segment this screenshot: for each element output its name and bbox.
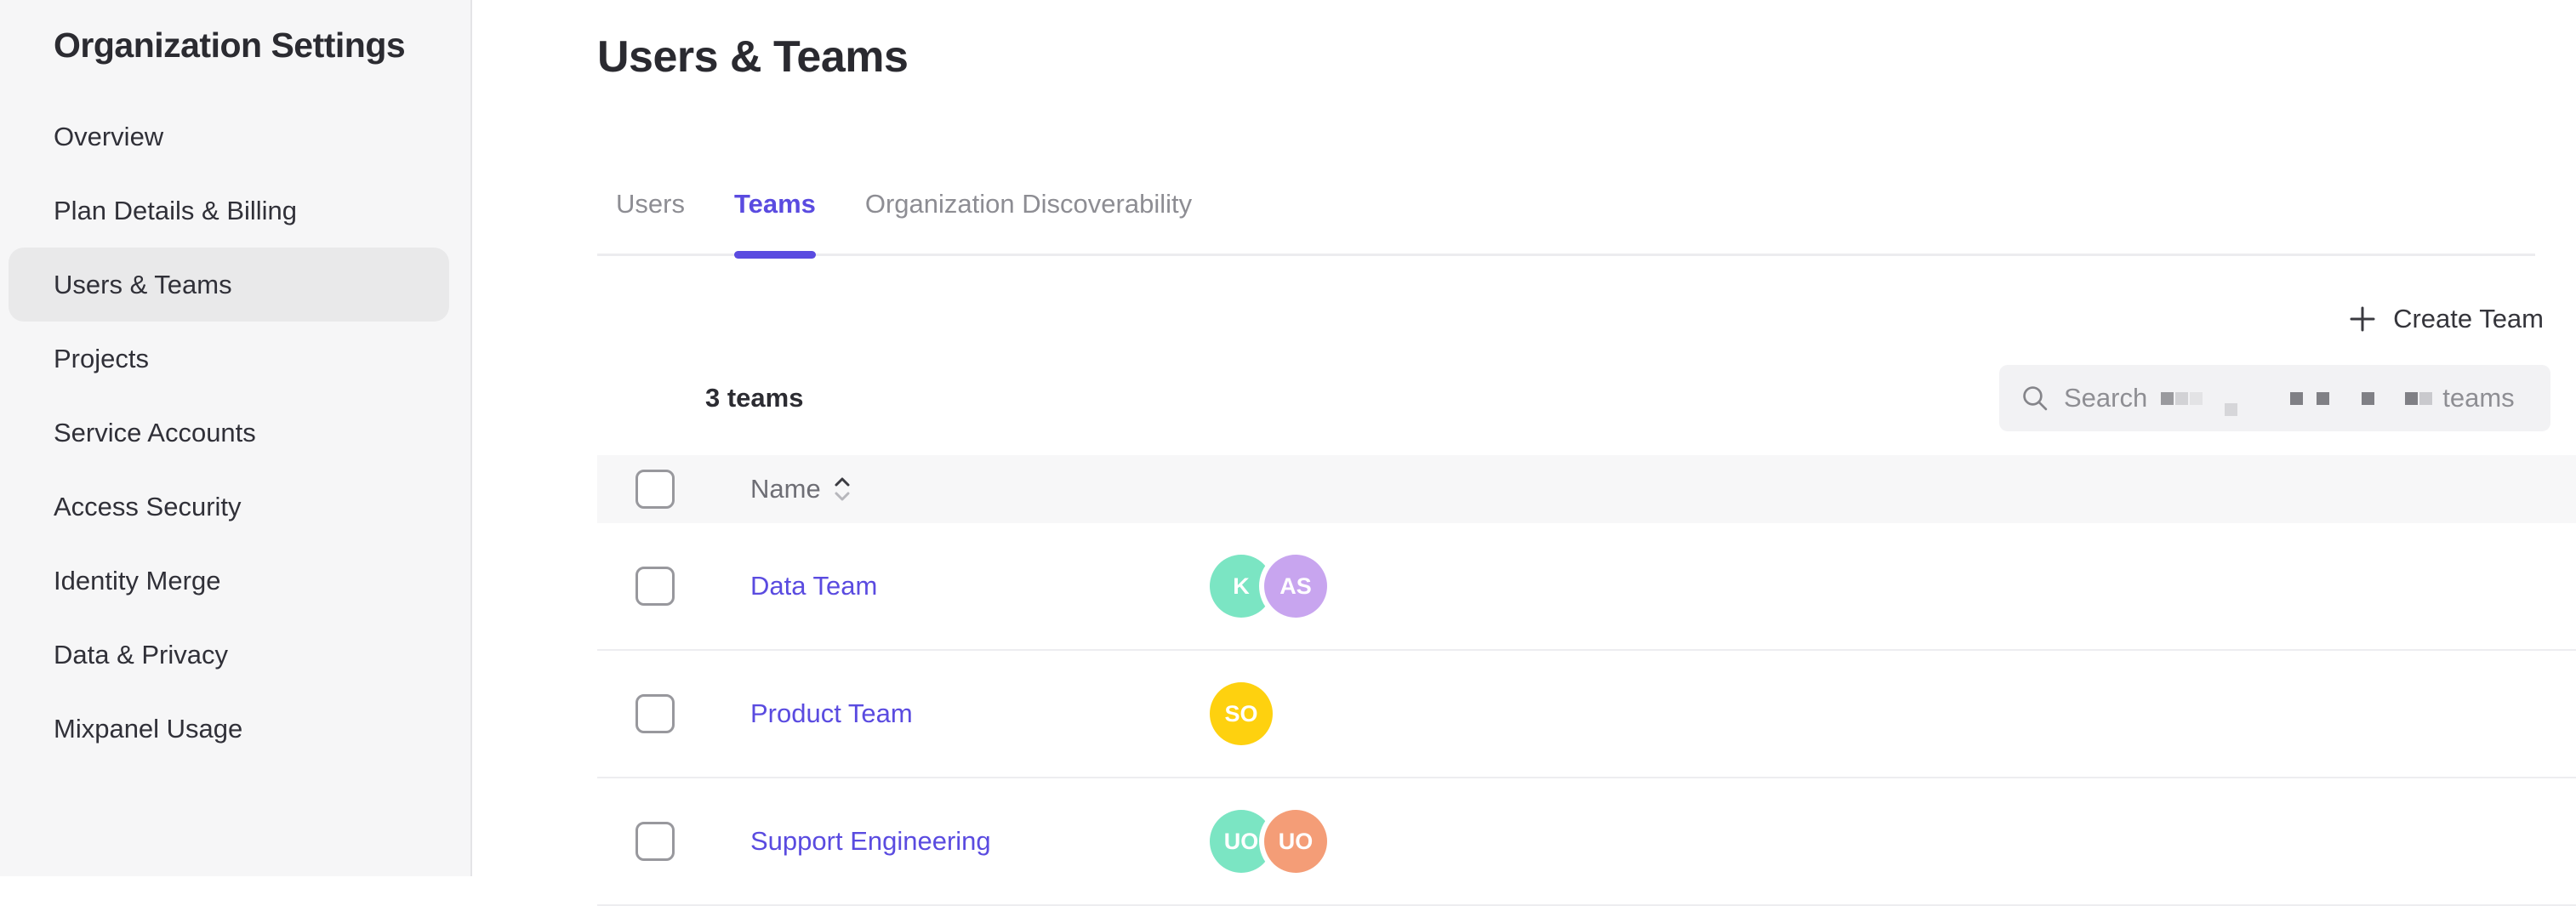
redacted-block xyxy=(2419,391,2433,405)
sidebar-item-label: Data & Privacy xyxy=(54,639,229,670)
sort-icon xyxy=(835,477,850,501)
avatar-group: UO UO xyxy=(1210,810,1327,874)
create-team-button[interactable]: Create Team xyxy=(2345,302,2544,336)
row-checkbox[interactable] xyxy=(635,567,675,607)
sidebar-item-label: Plan Details & Billing xyxy=(54,195,298,225)
sidebar-title: Organization Settings xyxy=(54,26,406,65)
teams-count: 3 teams xyxy=(705,383,804,413)
table-header: Name xyxy=(597,455,2576,524)
sidebar: Organization Settings Overview Plan Detai… xyxy=(0,0,472,876)
sidebar-item-users-teams[interactable]: Users & Teams xyxy=(9,248,449,322)
tab-label: Users xyxy=(616,189,685,219)
team-name-link[interactable]: Support Engineering xyxy=(750,826,991,857)
redacted-block xyxy=(2225,402,2238,416)
sidebar-item-service-accounts[interactable]: Service Accounts xyxy=(9,396,449,470)
avatar: UO xyxy=(1264,810,1327,874)
create-team-row: Create Team xyxy=(474,302,2576,336)
redacted-block xyxy=(2405,391,2419,405)
team-name-link[interactable]: Product Team xyxy=(750,698,913,729)
avatar-group: K AS xyxy=(1210,555,1327,618)
sidebar-item-plan-details-billing[interactable]: Plan Details & Billing xyxy=(9,174,449,248)
sidebar-item-label: Users & Teams xyxy=(54,269,232,299)
sidebar-item-data-privacy[interactable]: Data & Privacy xyxy=(9,618,449,692)
sidebar-item-projects[interactable]: Projects xyxy=(9,322,449,396)
sidebar-item-overview[interactable]: Overview xyxy=(9,100,449,174)
team-name-cell: Product Team xyxy=(750,698,1210,729)
search-icon xyxy=(2023,386,2048,411)
sidebar-item-label: Projects xyxy=(54,343,149,373)
create-team-label: Create Team xyxy=(2393,304,2544,334)
sidebar-item-access-security[interactable]: Access Security xyxy=(9,470,449,544)
sidebar-item-label: Access Security xyxy=(54,491,242,521)
team-name-link[interactable]: Data Team xyxy=(750,571,878,601)
redacted-block xyxy=(2317,391,2330,405)
main-content: Users & Teams Users Teams Organization Dis… xyxy=(474,0,2576,906)
search-placeholder: Search teams xyxy=(2064,383,2515,416)
sidebar-item-label: Overview xyxy=(54,121,164,151)
tab-label: Teams xyxy=(733,189,816,219)
redacted-block xyxy=(2161,391,2174,405)
select-all-checkbox[interactable] xyxy=(635,470,675,510)
sidebar-item-label: Identity Merge xyxy=(54,565,221,595)
avatar: UO xyxy=(1210,810,1273,874)
redacted-block xyxy=(2175,391,2189,405)
table-row: Product Team SO xyxy=(597,651,2576,779)
sidebar-item-identity-merge[interactable]: Identity Merge xyxy=(9,544,449,618)
page-title: Users & Teams xyxy=(597,32,909,82)
tab-users[interactable]: Users xyxy=(616,189,685,254)
plus-icon xyxy=(2350,306,2375,332)
table-row: Data Team K AS xyxy=(597,523,2576,652)
table-row: Support Engineering UO UO xyxy=(597,778,2576,906)
tab-teams[interactable]: Teams xyxy=(733,189,816,259)
row-checkbox[interactable] xyxy=(635,822,675,862)
sidebar-item-label: Mixpanel Usage xyxy=(54,713,243,744)
redacted-block xyxy=(2190,391,2203,405)
list-toolbar: 3 teams Search teams xyxy=(597,365,2550,432)
teams-table: Name Data Team K AS Product Team SO Support E… xyxy=(597,455,2576,906)
name-column-label: Name xyxy=(750,474,821,504)
search-input[interactable]: Search teams xyxy=(1999,365,2550,432)
sidebar-item-mixpanel-usage[interactable]: Mixpanel Usage xyxy=(9,692,449,766)
table-body: Data Team K AS Product Team SO Support Engine… xyxy=(597,523,2576,906)
search-placeholder-text: teams xyxy=(2442,383,2515,413)
name-column-header[interactable]: Name xyxy=(750,474,853,504)
avatar: K xyxy=(1210,555,1273,618)
sidebar-item-label: Service Accounts xyxy=(54,417,256,447)
avatar: AS xyxy=(1264,555,1327,618)
tabs: Users Teams Organization Discoverability xyxy=(597,189,2535,259)
avatar: SO xyxy=(1210,682,1273,746)
row-checkbox[interactable] xyxy=(635,694,675,734)
sidebar-nav: Overview Plan Details & Billing Users & Te… xyxy=(0,100,470,766)
search-placeholder-text: Search xyxy=(2064,383,2148,413)
team-name-cell: Support Engineering xyxy=(750,826,1210,857)
team-name-cell: Data Team xyxy=(750,571,1210,601)
redacted-block xyxy=(2362,391,2375,405)
avatar-group: SO xyxy=(1210,682,1273,746)
redacted-block xyxy=(2290,391,2304,405)
tab-label: Organization Discoverability xyxy=(864,189,1193,219)
active-tab-indicator xyxy=(733,251,816,259)
tab-organization-discoverability[interactable]: Organization Discoverability xyxy=(865,189,1192,254)
